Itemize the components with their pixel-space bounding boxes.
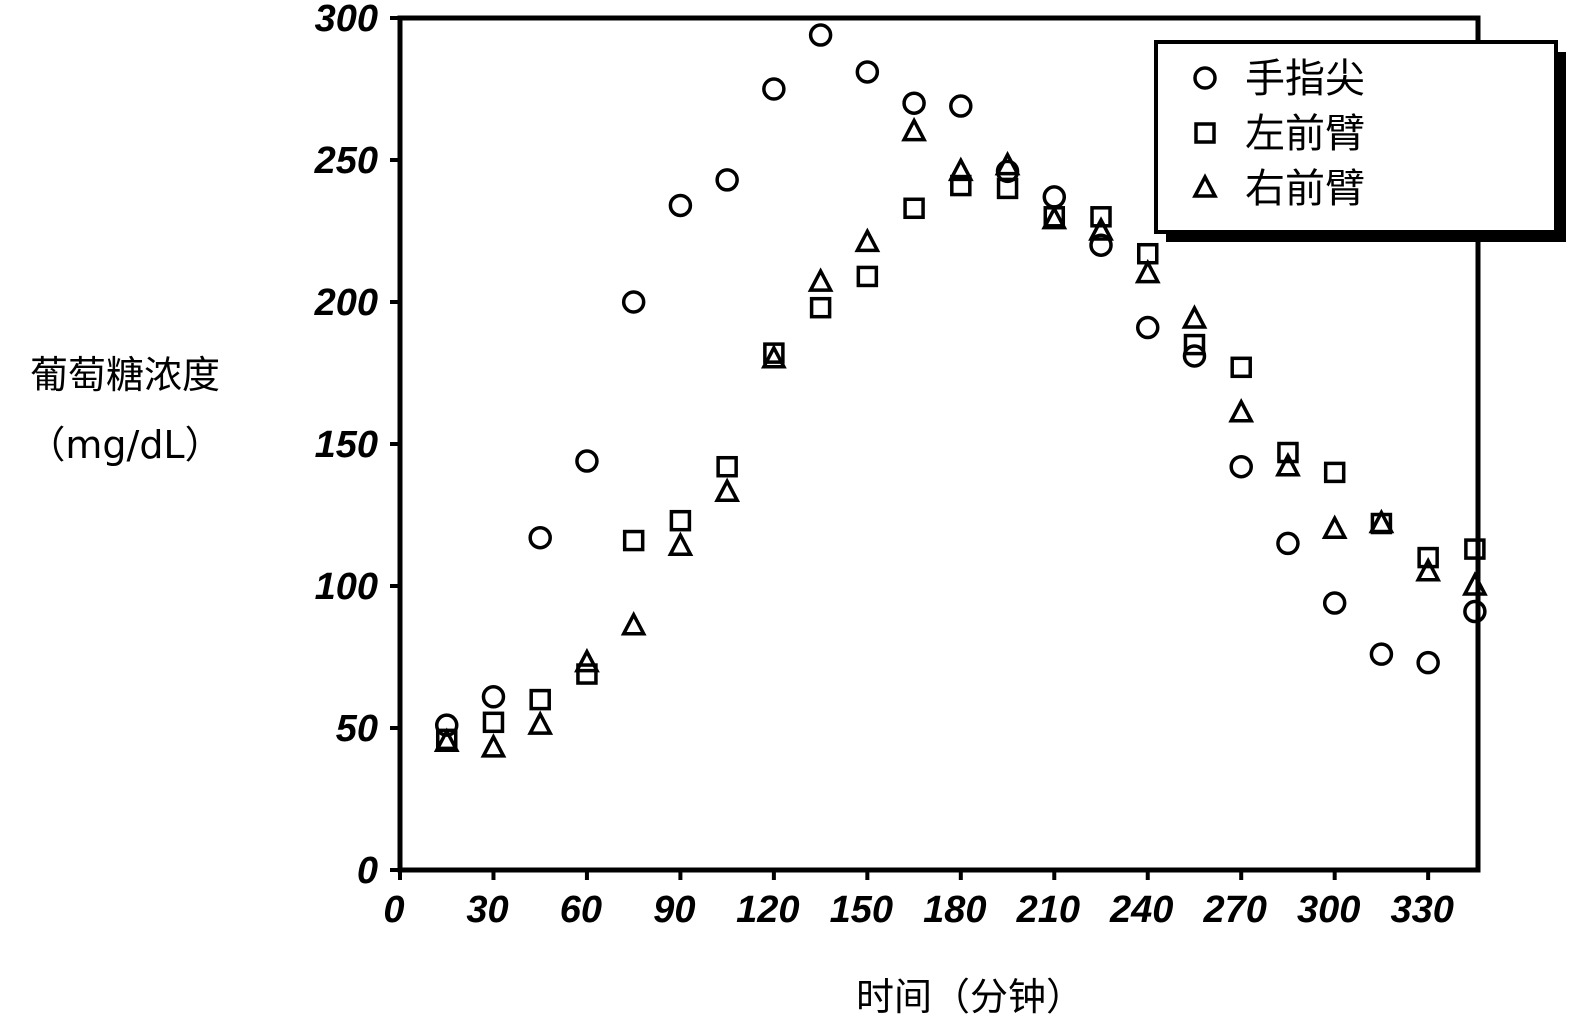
point bbox=[578, 665, 596, 683]
legend-label: 手指尖 bbox=[1245, 56, 1365, 102]
point bbox=[764, 348, 784, 367]
point bbox=[718, 458, 736, 476]
point bbox=[905, 199, 923, 217]
point bbox=[717, 481, 737, 500]
point bbox=[764, 79, 784, 99]
point bbox=[811, 25, 831, 45]
x-tick-label: 300 bbox=[1297, 889, 1360, 931]
x-tick-label: 90 bbox=[653, 889, 695, 931]
x-axis-label: 时间（分钟） bbox=[856, 975, 1084, 1019]
x-tick-label: 240 bbox=[1109, 889, 1173, 931]
x-tick-label: 120 bbox=[736, 889, 799, 931]
y-tick-label: 200 bbox=[314, 282, 378, 324]
point bbox=[1325, 518, 1345, 537]
point bbox=[577, 652, 597, 671]
point bbox=[1466, 540, 1484, 558]
point bbox=[1138, 318, 1158, 338]
x-tick-label: 30 bbox=[466, 889, 508, 931]
point bbox=[857, 62, 877, 82]
x-tick-label: 270 bbox=[1203, 889, 1267, 931]
point bbox=[531, 691, 549, 709]
y-axis-label: 葡萄糖浓度 bbox=[30, 353, 220, 397]
point bbox=[671, 512, 689, 530]
legend: 手指尖左前臂右前臂 bbox=[1156, 42, 1566, 242]
point bbox=[577, 451, 597, 471]
point bbox=[484, 713, 502, 731]
chart: 葡萄糖浓度 （mg/dL） 时间（分钟） 0 50 100 150 200 250 300 0… bbox=[0, 0, 1589, 1033]
x-tick-label: 150 bbox=[830, 889, 893, 931]
point bbox=[1418, 653, 1438, 673]
point bbox=[1184, 346, 1204, 366]
point bbox=[530, 528, 550, 548]
point bbox=[483, 687, 503, 707]
point bbox=[1326, 463, 1344, 481]
point bbox=[904, 121, 924, 140]
legend-label: 右前臂 bbox=[1245, 166, 1365, 212]
point bbox=[951, 96, 971, 116]
x-tick-label: 60 bbox=[560, 889, 602, 931]
y-tick-label: 100 bbox=[315, 566, 378, 608]
point bbox=[483, 737, 503, 756]
point bbox=[530, 714, 550, 733]
point bbox=[1465, 575, 1485, 594]
point bbox=[1232, 358, 1250, 376]
y-tick-label: 0 bbox=[357, 850, 378, 892]
point bbox=[1465, 602, 1485, 622]
point bbox=[717, 170, 737, 190]
point bbox=[1231, 457, 1251, 477]
point bbox=[858, 267, 876, 285]
x-tick-label: 180 bbox=[923, 889, 986, 931]
point bbox=[1371, 644, 1391, 664]
y-tick-label: 50 bbox=[336, 708, 378, 750]
y-tick-label: 250 bbox=[314, 140, 378, 182]
x-tick-label: 0 bbox=[383, 889, 404, 931]
point bbox=[670, 535, 690, 554]
point bbox=[1418, 561, 1438, 580]
point bbox=[1138, 263, 1158, 282]
point bbox=[624, 615, 644, 634]
point bbox=[624, 292, 644, 312]
point bbox=[1325, 593, 1345, 613]
point bbox=[670, 195, 690, 215]
point bbox=[811, 271, 831, 290]
point bbox=[1278, 456, 1298, 475]
y-tick-label: 300 bbox=[315, 0, 378, 40]
point bbox=[812, 299, 830, 317]
x-tick-label: 210 bbox=[1016, 889, 1080, 931]
point bbox=[1044, 187, 1064, 207]
point bbox=[857, 231, 877, 250]
point bbox=[1184, 308, 1204, 327]
x-tick-label: 330 bbox=[1390, 889, 1453, 931]
point bbox=[1231, 402, 1251, 421]
y-tick-label: 150 bbox=[315, 424, 378, 466]
point bbox=[625, 532, 643, 550]
point bbox=[1278, 533, 1298, 553]
y-axis-label: （mg/dL） bbox=[27, 423, 222, 467]
legend-label: 左前臂 bbox=[1245, 111, 1365, 157]
point bbox=[904, 93, 924, 113]
